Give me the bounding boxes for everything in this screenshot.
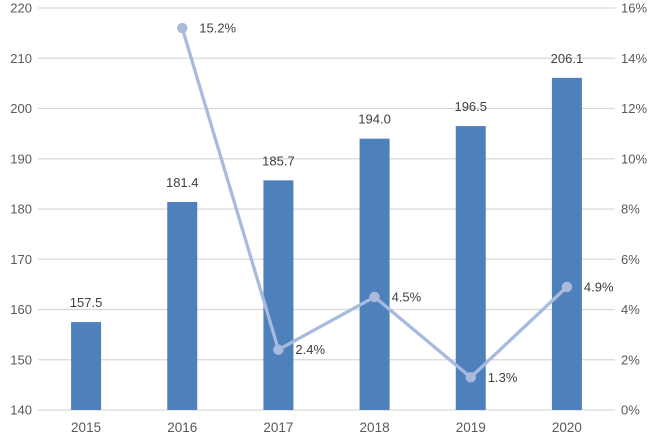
bar-data-label: 206.1 xyxy=(551,51,584,66)
right-axis-tick: 0% xyxy=(621,403,640,418)
x-axis-label: 2020 xyxy=(552,420,582,435)
bar-2017 xyxy=(263,180,294,410)
line-marker xyxy=(561,281,573,293)
right-axis-tick: 16% xyxy=(621,1,647,16)
left-axis-tick: 190 xyxy=(10,151,32,166)
left-axis-tick: 150 xyxy=(10,352,32,367)
line-data-label: 15.2% xyxy=(199,21,236,36)
bar-2016 xyxy=(167,201,198,410)
line-marker xyxy=(369,291,380,303)
right-axis-tick: 10% xyxy=(621,151,647,166)
left-axis-tick: 210 xyxy=(10,51,32,66)
left-axis-tick: 160 xyxy=(10,302,32,317)
line-data-label: 4.9% xyxy=(584,279,614,294)
bar-data-label: 185.7 xyxy=(262,153,295,168)
bar-data-label: 181.4 xyxy=(166,175,199,190)
x-axis-label: 2016 xyxy=(167,420,197,435)
line-marker xyxy=(273,344,284,355)
right-axis-tick: 8% xyxy=(621,202,640,217)
right-axis-tick: 4% xyxy=(621,302,640,317)
line-data-label: 4.5% xyxy=(392,289,422,304)
x-axis-label: 2018 xyxy=(360,420,390,435)
line-marker xyxy=(177,22,188,34)
line-marker xyxy=(465,372,476,383)
bar-data-label: 157.5 xyxy=(70,295,103,310)
left-axis-tick: 140 xyxy=(10,403,32,418)
bar-data-label: 194.0 xyxy=(358,112,391,127)
x-axis-label: 2019 xyxy=(456,420,486,435)
right-axis-tick: 6% xyxy=(621,252,640,267)
left-axis-tick: 170 xyxy=(10,252,32,267)
bar-2018 xyxy=(359,138,390,410)
right-axis-tick: 12% xyxy=(621,101,647,116)
left-axis-tick: 180 xyxy=(10,202,32,217)
bar-2019 xyxy=(455,126,486,411)
bar-data-label: 196.5 xyxy=(454,99,487,114)
left-axis-tick: 200 xyxy=(10,101,32,116)
line-data-label: 2.4% xyxy=(295,342,325,357)
bar-2020 xyxy=(551,77,582,410)
x-axis-label: 2017 xyxy=(263,420,293,435)
x-axis-label: 2015 xyxy=(71,420,101,435)
bar-2015 xyxy=(71,322,102,410)
left-axis-tick: 220 xyxy=(10,1,32,16)
right-axis-tick: 2% xyxy=(621,352,640,367)
right-axis-tick: 14% xyxy=(621,51,647,66)
line-data-label: 1.3% xyxy=(488,370,518,385)
